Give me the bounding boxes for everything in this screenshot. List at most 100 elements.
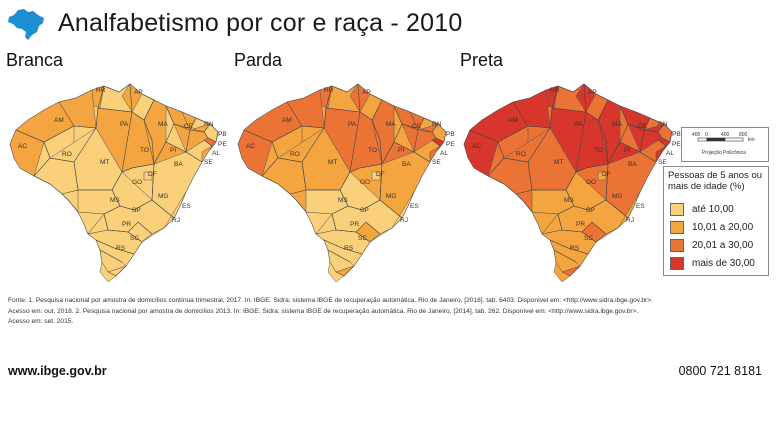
state-label-se: SE	[658, 159, 667, 166]
state-border	[575, 111, 587, 173]
brazil-map: RR AP AM PA MA CE RN PI AC RO TO BA MT DF GO MG ES MS SP RJ…	[237, 83, 455, 283]
legend-swatch	[670, 239, 684, 252]
state-label-ce: CE	[638, 123, 648, 130]
state-label-sc: SC	[584, 235, 593, 242]
state-border	[581, 221, 607, 235]
state-label-mt: MT	[328, 159, 337, 166]
state-label-es: ES	[410, 203, 419, 210]
state-label-sp: SP	[360, 207, 369, 214]
state-label-ac: AC	[18, 143, 27, 150]
state-label-pe: PE	[446, 141, 455, 148]
source-line: Fonte: 1. Pesquisa nacional por amostra …	[8, 297, 653, 304]
legend-label: até 10,00	[692, 204, 734, 215]
state-border	[565, 163, 609, 211]
state-border	[127, 221, 153, 235]
state-label-to: TO	[594, 147, 603, 154]
state-label-am: AM	[54, 117, 64, 124]
state-border	[111, 163, 155, 211]
state-area-es	[391, 191, 415, 229]
state-label-ba: BA	[402, 161, 411, 168]
state-label-pr: PR	[122, 221, 131, 228]
panel-label-branca: Branca	[6, 50, 64, 70]
state-border	[331, 213, 371, 243]
website-link[interactable]: www.ibge.gov.br	[8, 364, 107, 378]
state-label-es: ES	[636, 203, 645, 210]
brazil-map: RR AP AM PA MA CE RN PI AC RO TO BA MT DF GO MG ES MS SP RJ…	[9, 83, 227, 283]
state-label-pe: PE	[218, 141, 227, 148]
state-label-rs: RS	[116, 245, 126, 252]
state-label-rn: RN	[204, 121, 214, 128]
state-border	[379, 199, 403, 219]
state-area-rj	[369, 227, 393, 243]
state-label-rj: RJ	[400, 217, 408, 224]
state-label-ma: MA	[158, 121, 168, 128]
state-border	[153, 105, 175, 165]
legend-item: 10,01 a 20,00	[670, 221, 753, 234]
state-label-am: AM	[282, 117, 292, 124]
legend-item: 20,01 a 30,00	[670, 239, 753, 252]
state-label-rr: RR	[324, 87, 334, 94]
state-border	[371, 119, 383, 165]
scale-label-400: 400	[721, 132, 730, 138]
map-branca: RR AP AM PA MA CE RN PI AC RO TO BA MT DF GO MG ES MS SP RJ…	[4, 72, 236, 284]
state-label-ce: CE	[184, 123, 194, 130]
state-label-mt: MT	[554, 159, 563, 166]
state-border	[95, 239, 135, 255]
state-border	[619, 141, 641, 153]
state-border	[551, 107, 599, 121]
state-border	[357, 83, 361, 113]
legend-swatch	[670, 203, 684, 216]
state-area-rs	[327, 261, 345, 283]
state-border	[99, 249, 123, 263]
state-area-rj	[595, 227, 619, 243]
state-label-rs: RS	[344, 245, 354, 252]
state-label-ms: MS	[110, 197, 120, 204]
state-border	[371, 99, 383, 121]
legend-swatch	[670, 257, 684, 270]
source-line: Acesso em: set. 2015.	[8, 318, 74, 325]
source-line: Acesso em: out. 2018. 2. Pesquisa nacion…	[8, 307, 639, 315]
state-label-ba: BA	[628, 161, 637, 168]
state-area-es	[163, 191, 187, 229]
state-label-mt: MT	[100, 159, 109, 166]
state-label-pr: PR	[576, 221, 585, 228]
state-border	[165, 141, 187, 153]
state-label-to: TO	[140, 147, 149, 154]
state-border	[355, 221, 381, 235]
scale-label-800: 800	[739, 132, 748, 138]
panel-label-parda: Parda	[234, 50, 283, 70]
state-border	[657, 139, 667, 147]
state-label-se: SE	[204, 159, 213, 166]
state-label-rj: RJ	[172, 217, 180, 224]
state-border	[393, 141, 415, 153]
state-label-sc: SC	[130, 235, 139, 242]
state-label-ba: BA	[174, 161, 183, 168]
state-border	[553, 249, 577, 263]
state-label-ro: RO	[290, 151, 300, 158]
state-label-es: ES	[182, 203, 191, 210]
state-label-se: SE	[432, 159, 441, 166]
state-border	[315, 229, 337, 235]
state-label-mg: MG	[612, 193, 622, 200]
state-label-pa: PA	[348, 121, 357, 128]
state-label-ac: AC	[246, 143, 255, 150]
state-label-ap: AP	[134, 89, 143, 96]
state-border	[87, 229, 109, 235]
state-border	[129, 83, 133, 113]
state-area-rs	[99, 261, 117, 283]
state-label-rj: RJ	[626, 217, 634, 224]
state-label-go: GO	[132, 179, 142, 186]
state-area-se	[201, 145, 213, 163]
legend-swatch	[670, 221, 684, 234]
state-border	[327, 249, 351, 263]
state-border	[583, 83, 587, 113]
source-note: Fonte: 1. Pesquisa nacional por amostra …	[8, 296, 768, 328]
state-border	[97, 107, 145, 121]
state-area-se	[429, 145, 441, 163]
state-label-ap: AP	[588, 89, 597, 96]
page-title: Analfabetismo por cor e raça - 2010	[58, 9, 463, 37]
state-label-al: AL	[212, 150, 220, 157]
state-border	[203, 139, 213, 147]
state-area-df	[371, 171, 381, 181]
state-label-pa: PA	[574, 121, 583, 128]
